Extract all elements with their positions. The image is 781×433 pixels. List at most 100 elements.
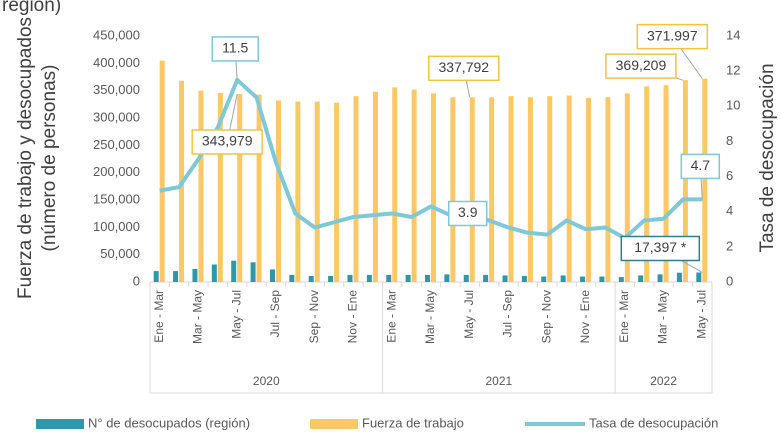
y-tick-label: 250,000 [93, 137, 140, 152]
bar [644, 86, 650, 282]
y-tick-label: 150,000 [93, 191, 140, 206]
bar [605, 97, 611, 282]
data-label: 4.7 [691, 157, 711, 173]
bar [541, 276, 547, 282]
y2-tick-label: 0 [726, 273, 733, 288]
bar [618, 277, 624, 282]
bar [192, 268, 198, 282]
annotation-box [428, 55, 500, 82]
x-tick-label: Ene - Mar [384, 290, 398, 343]
y2-tick-label: 6 [726, 168, 733, 183]
bar [580, 276, 586, 282]
bar [237, 93, 243, 282]
annotation-box [448, 200, 488, 227]
annotation-box [680, 153, 721, 180]
line [159, 77, 703, 241]
bar [696, 272, 702, 282]
annotation-box [636, 23, 709, 50]
bar [527, 97, 533, 282]
bar [508, 96, 514, 282]
bar [328, 275, 334, 282]
x-tick-label: Nov - Ene [578, 290, 592, 344]
y-tick-label: 200,000 [93, 164, 140, 179]
y2-tick-label: 2 [726, 238, 733, 253]
bar [159, 60, 165, 282]
bar [386, 274, 392, 282]
bar [231, 260, 237, 282]
bar [217, 92, 223, 282]
legend-label: Tasa de desocupación [589, 415, 718, 430]
bar [366, 274, 372, 282]
bar [469, 97, 475, 283]
bar [444, 274, 450, 282]
x-tick-label: Sep - Nov [539, 290, 553, 343]
legend-label: N° de desocupados (región) [88, 415, 250, 430]
bar [353, 96, 359, 282]
legend-swatch [310, 419, 358, 429]
x-tick-label: Mar - May [423, 290, 437, 344]
bar [624, 93, 630, 283]
bar [463, 274, 469, 282]
bar [450, 97, 456, 282]
annotation-box [620, 235, 701, 262]
annotation-box [605, 53, 677, 79]
data-label: 371.997 [647, 27, 698, 43]
x-tick-label: Ene - Mar [617, 290, 631, 343]
bar [489, 97, 495, 282]
y-tick-label: 350,000 [93, 82, 140, 97]
bar [411, 89, 417, 282]
y-tick-label: 100,000 [93, 219, 140, 234]
y-tick-label: 0 [133, 273, 140, 288]
bar [211, 264, 217, 282]
x-tick-label: Nov - Ene [346, 290, 360, 344]
y-tick-label: 400,000 [93, 55, 140, 70]
data-label: 337,792 [438, 59, 489, 75]
bar [289, 274, 295, 282]
y-axis-label: Fuerza de trabajo y desocupados [15, 17, 36, 299]
y-tick-label: 50,000 [100, 246, 140, 261]
clipped-title: región) [2, 0, 61, 16]
x-tick-label: Mar - May [191, 290, 205, 344]
y2-tick-label: 10 [726, 98, 740, 113]
x-tick-label: May - Jul [229, 290, 243, 339]
bar [173, 271, 179, 282]
data-label: 17,397 * [634, 239, 687, 255]
bar [502, 275, 508, 282]
bar [314, 101, 320, 282]
y-tick-label: 450,000 [93, 27, 140, 42]
bar [663, 85, 669, 282]
bar [521, 275, 527, 282]
y-tick-label: 300,000 [93, 109, 140, 124]
bar [372, 91, 378, 282]
bar [405, 274, 411, 282]
data-label: 369,209 [616, 57, 667, 73]
y2-axis-label: Tasa de desocupación [757, 63, 778, 252]
legend-label: Fuerza de trabajo [362, 415, 464, 430]
annotation-box [211, 36, 259, 62]
bar [599, 276, 605, 282]
bar [682, 80, 688, 283]
y2-tick-label: 8 [726, 133, 733, 148]
annotation-box [191, 129, 263, 155]
bar [308, 275, 314, 282]
x-tick-label: May - Jul [462, 290, 476, 339]
x-tick-label: Jul - Sep [268, 290, 282, 338]
group-label: 2022 [650, 374, 677, 388]
bar [256, 94, 262, 282]
bar [347, 274, 353, 282]
legend-swatch [36, 419, 84, 429]
bar [425, 274, 430, 282]
bar [638, 275, 644, 282]
y2-tick-label: 4 [726, 203, 733, 218]
bar [431, 93, 436, 283]
bar [392, 87, 398, 283]
bar [269, 269, 275, 282]
group-label: 2020 [253, 374, 280, 388]
x-tick-label: May - Jul [694, 290, 708, 339]
bar [586, 97, 592, 282]
y2-tick-label: 14 [726, 27, 740, 42]
data-label: 11.5 [222, 40, 248, 56]
bar [566, 95, 572, 282]
bar [676, 272, 682, 282]
